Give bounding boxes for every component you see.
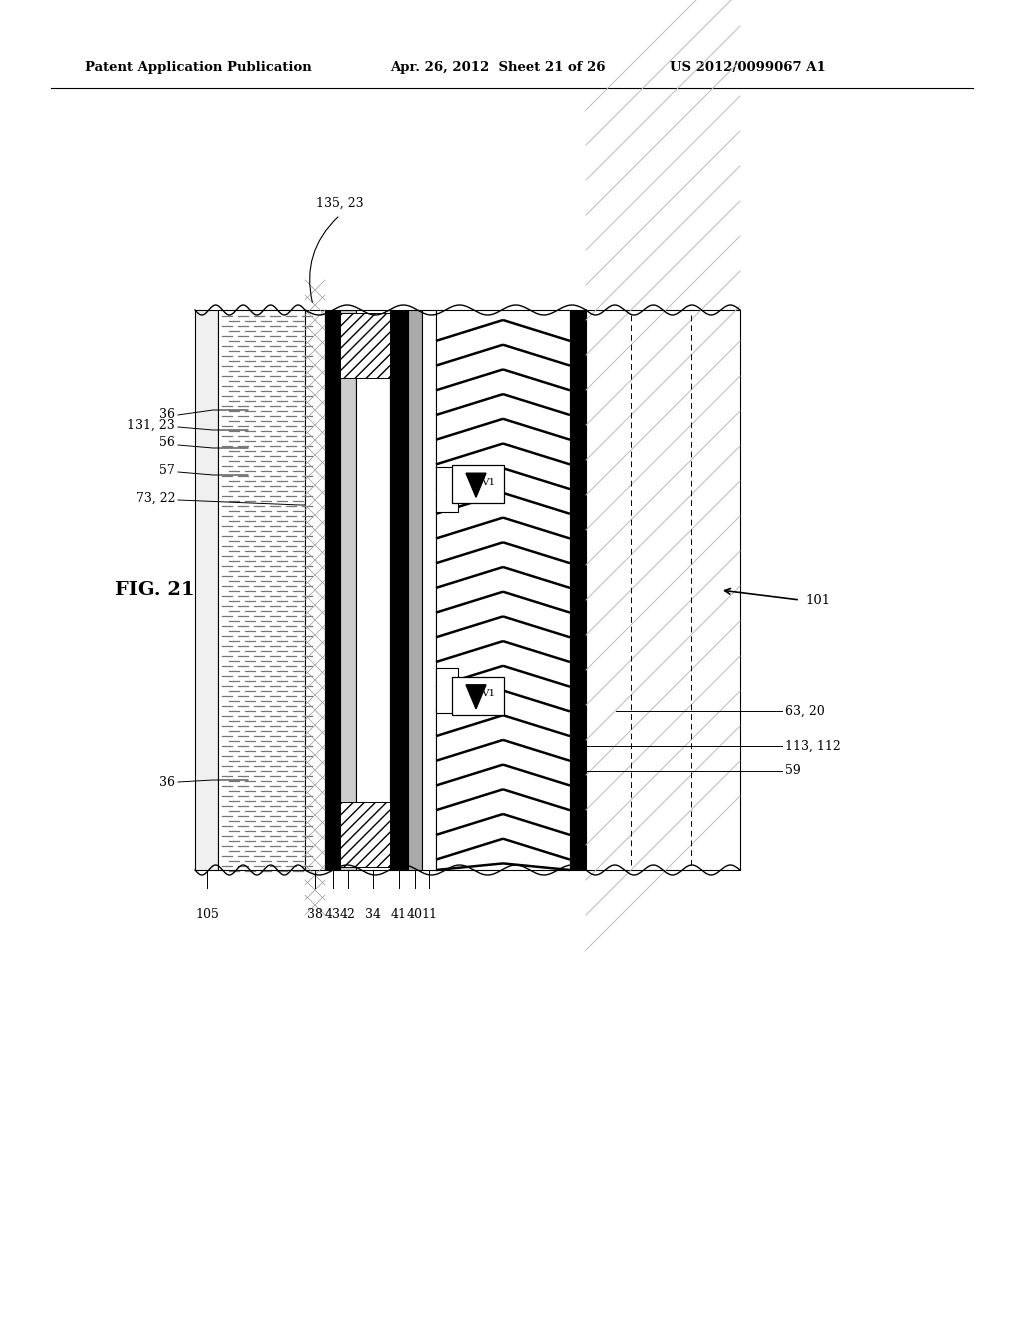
Text: 73, 22: 73, 22 [135, 491, 175, 504]
Polygon shape [466, 473, 486, 498]
Text: V1: V1 [481, 689, 495, 698]
Text: 41: 41 [391, 908, 407, 921]
Text: 11: 11 [421, 908, 437, 921]
Text: 38: 38 [307, 908, 323, 921]
Text: 42: 42 [340, 908, 356, 921]
Text: V1: V1 [481, 478, 495, 487]
Text: 131, 23: 131, 23 [127, 418, 175, 432]
Bar [305, 310, 325, 870]
Bar [436, 467, 458, 512]
Bar [325, 310, 340, 870]
Text: FIG. 21: FIG. 21 [115, 581, 195, 599]
Text: 57: 57 [160, 463, 175, 477]
Bar [390, 310, 408, 870]
Bar [570, 310, 586, 870]
Bar [436, 668, 458, 713]
Bar [422, 310, 436, 870]
Bar [218, 310, 305, 870]
Bar [436, 310, 570, 870]
Text: 105: 105 [195, 908, 219, 921]
Text: 113, 112: 113, 112 [785, 739, 841, 752]
Text: 56: 56 [159, 437, 175, 450]
Text: 36: 36 [159, 776, 175, 788]
Text: 34: 34 [365, 908, 381, 921]
Text: 63, 20: 63, 20 [785, 705, 824, 717]
Text: 135, 23: 135, 23 [316, 197, 364, 210]
Bar [195, 310, 218, 870]
Bar [408, 310, 422, 870]
Text: 43: 43 [325, 908, 341, 921]
Text: 59: 59 [785, 764, 801, 777]
Bar [340, 310, 356, 870]
Text: US 2012/0099067 A1: US 2012/0099067 A1 [670, 62, 825, 74]
Polygon shape [466, 685, 486, 709]
Text: 101: 101 [805, 594, 830, 606]
Bar [340, 313, 390, 378]
Bar [452, 465, 504, 503]
Text: 36: 36 [159, 408, 175, 421]
Bar [340, 803, 390, 867]
Text: Patent Application Publication: Patent Application Publication [85, 62, 311, 74]
Bar [356, 310, 390, 870]
Text: 40: 40 [407, 908, 423, 921]
Bar [452, 677, 504, 715]
Bar [436, 310, 570, 870]
Text: Apr. 26, 2012  Sheet 21 of 26: Apr. 26, 2012 Sheet 21 of 26 [390, 62, 605, 74]
Bar [586, 310, 740, 870]
